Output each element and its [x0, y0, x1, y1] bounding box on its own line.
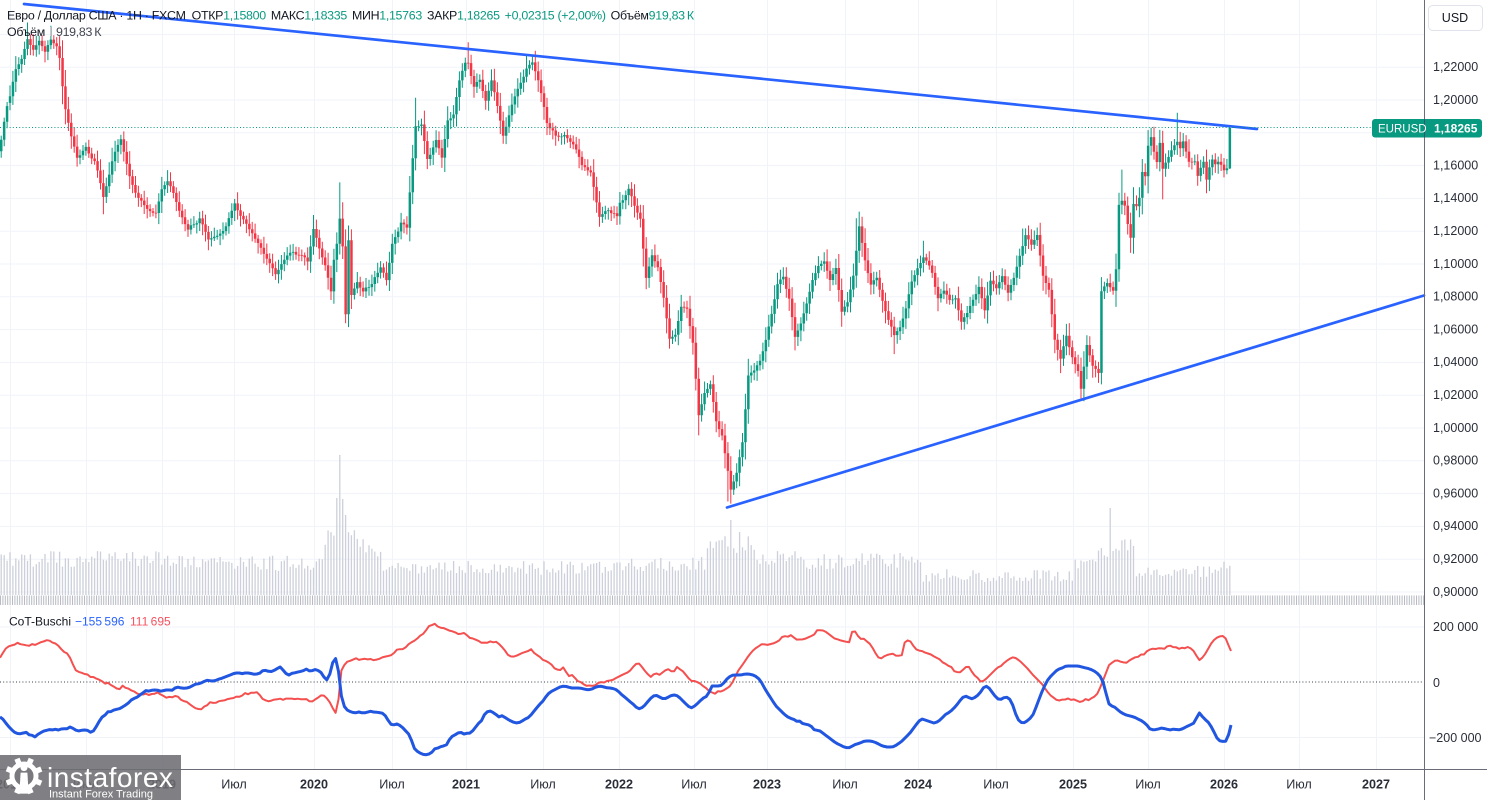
svg-text:1,20000: 1,20000	[1433, 93, 1478, 107]
svg-text:0,96000: 0,96000	[1433, 486, 1478, 500]
svg-text:919,83 К: 919,83 К	[56, 25, 102, 39]
svg-text:1,02000: 1,02000	[1433, 388, 1478, 402]
svg-text:200 000: 200 000	[1433, 620, 1478, 634]
svg-text:1,12000: 1,12000	[1433, 224, 1478, 238]
svg-text:111 695: 111 695	[130, 615, 171, 629]
svg-text:Июл: Июл	[379, 778, 405, 792]
svg-text:instaforex: instaforex	[47, 762, 173, 793]
svg-text:Instant Forex Trading: Instant Forex Trading	[49, 789, 153, 800]
svg-text:Июл: Июл	[983, 778, 1009, 792]
svg-text:Июл: Июл	[1135, 778, 1161, 792]
svg-text:Июл: Июл	[681, 778, 707, 792]
svg-text:1,10000: 1,10000	[1433, 257, 1478, 271]
svg-text:−155 596: −155 596	[75, 615, 125, 629]
svg-text:0,90000: 0,90000	[1433, 585, 1478, 599]
svg-text:1,06000: 1,06000	[1433, 322, 1478, 336]
svg-text:1,04000: 1,04000	[1433, 355, 1478, 369]
svg-text:0,98000: 0,98000	[1433, 454, 1478, 468]
svg-text:Объём: Объём	[7, 25, 45, 39]
svg-text:2022: 2022	[605, 778, 633, 792]
svg-text:Июл: Июл	[530, 778, 556, 792]
svg-text:2027: 2027	[1362, 778, 1390, 792]
svg-text:1,16000: 1,16000	[1433, 158, 1478, 172]
svg-text:Июл: Июл	[221, 778, 247, 792]
svg-text:1,14000: 1,14000	[1433, 191, 1478, 205]
svg-text:EURUSD: EURUSD	[1378, 124, 1427, 136]
svg-text:0,92000: 0,92000	[1433, 552, 1478, 566]
svg-text:Июл: Июл	[832, 778, 858, 792]
svg-text:0,94000: 0,94000	[1433, 519, 1478, 533]
svg-text:1,00000: 1,00000	[1433, 421, 1478, 435]
svg-text:−200 000: −200 000	[1429, 731, 1482, 745]
svg-text:2026: 2026	[1210, 778, 1238, 792]
svg-text:1,22000: 1,22000	[1433, 60, 1478, 74]
svg-text:2024: 2024	[904, 778, 932, 792]
svg-text:USD: USD	[1442, 11, 1468, 25]
svg-text:2025: 2025	[1059, 778, 1087, 792]
svg-text:0: 0	[1433, 676, 1440, 690]
svg-text:CoT-Buschi: CoT-Buschi	[9, 615, 71, 629]
svg-text:1,18265: 1,18265	[1434, 122, 1478, 136]
svg-text:1,08000: 1,08000	[1433, 290, 1478, 304]
svg-text:2023: 2023	[753, 778, 781, 792]
svg-text:2021: 2021	[452, 778, 480, 792]
svg-text:2020: 2020	[300, 778, 328, 792]
svg-text:Июл: Июл	[1286, 778, 1312, 792]
